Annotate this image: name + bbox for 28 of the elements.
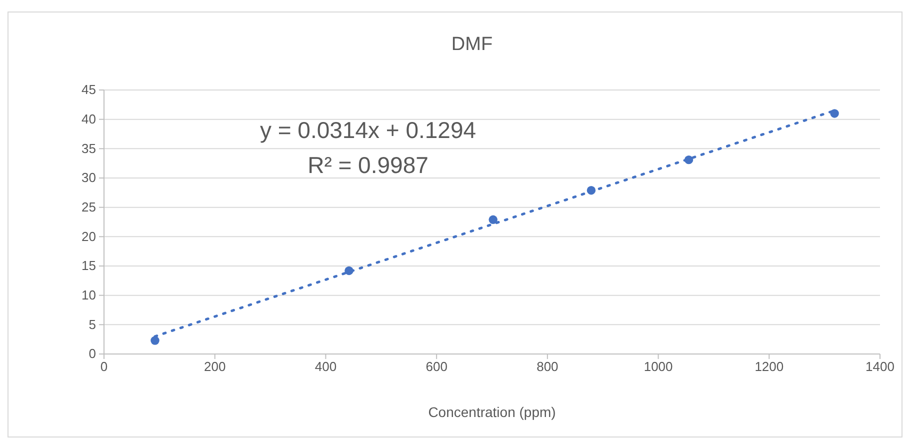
x-tick-label: 0 (100, 359, 108, 374)
x-tick-label: 400 (314, 359, 337, 374)
x-axis-title: Concentration (ppm) (428, 404, 556, 420)
x-tick-label: 1400 (866, 359, 894, 374)
chart-title: DMF (451, 34, 493, 55)
point (150, 336, 160, 345)
y-tick-label: 35 (82, 140, 96, 156)
y-tick-label: 30 (82, 170, 96, 186)
point (830, 109, 839, 118)
y-tick-label: 5 (88, 316, 96, 332)
y-tick-label: 40 (82, 111, 96, 126)
x-tick-label: 600 (426, 359, 448, 374)
y-tick-label: 10 (82, 287, 96, 302)
y-tick-label: 20 (82, 228, 96, 244)
y-tick-label: 25 (82, 199, 96, 214)
x-tick-label: 200 (204, 359, 226, 374)
point (684, 155, 694, 164)
annotation: R² = 0.9987 (308, 152, 428, 178)
point (344, 266, 354, 276)
point (586, 186, 596, 195)
y-tick-label: 0 (88, 346, 96, 362)
point (488, 215, 498, 224)
x-tick-label: 1200 (754, 359, 784, 374)
y-tick-label: 15 (82, 258, 96, 274)
y-tick-label: 45 (82, 82, 96, 98)
x-tick-label: 1000 (644, 359, 673, 374)
annotation: y = 0.0314x + 0.1294 (260, 117, 476, 143)
x-tick-label: 800 (536, 359, 558, 374)
